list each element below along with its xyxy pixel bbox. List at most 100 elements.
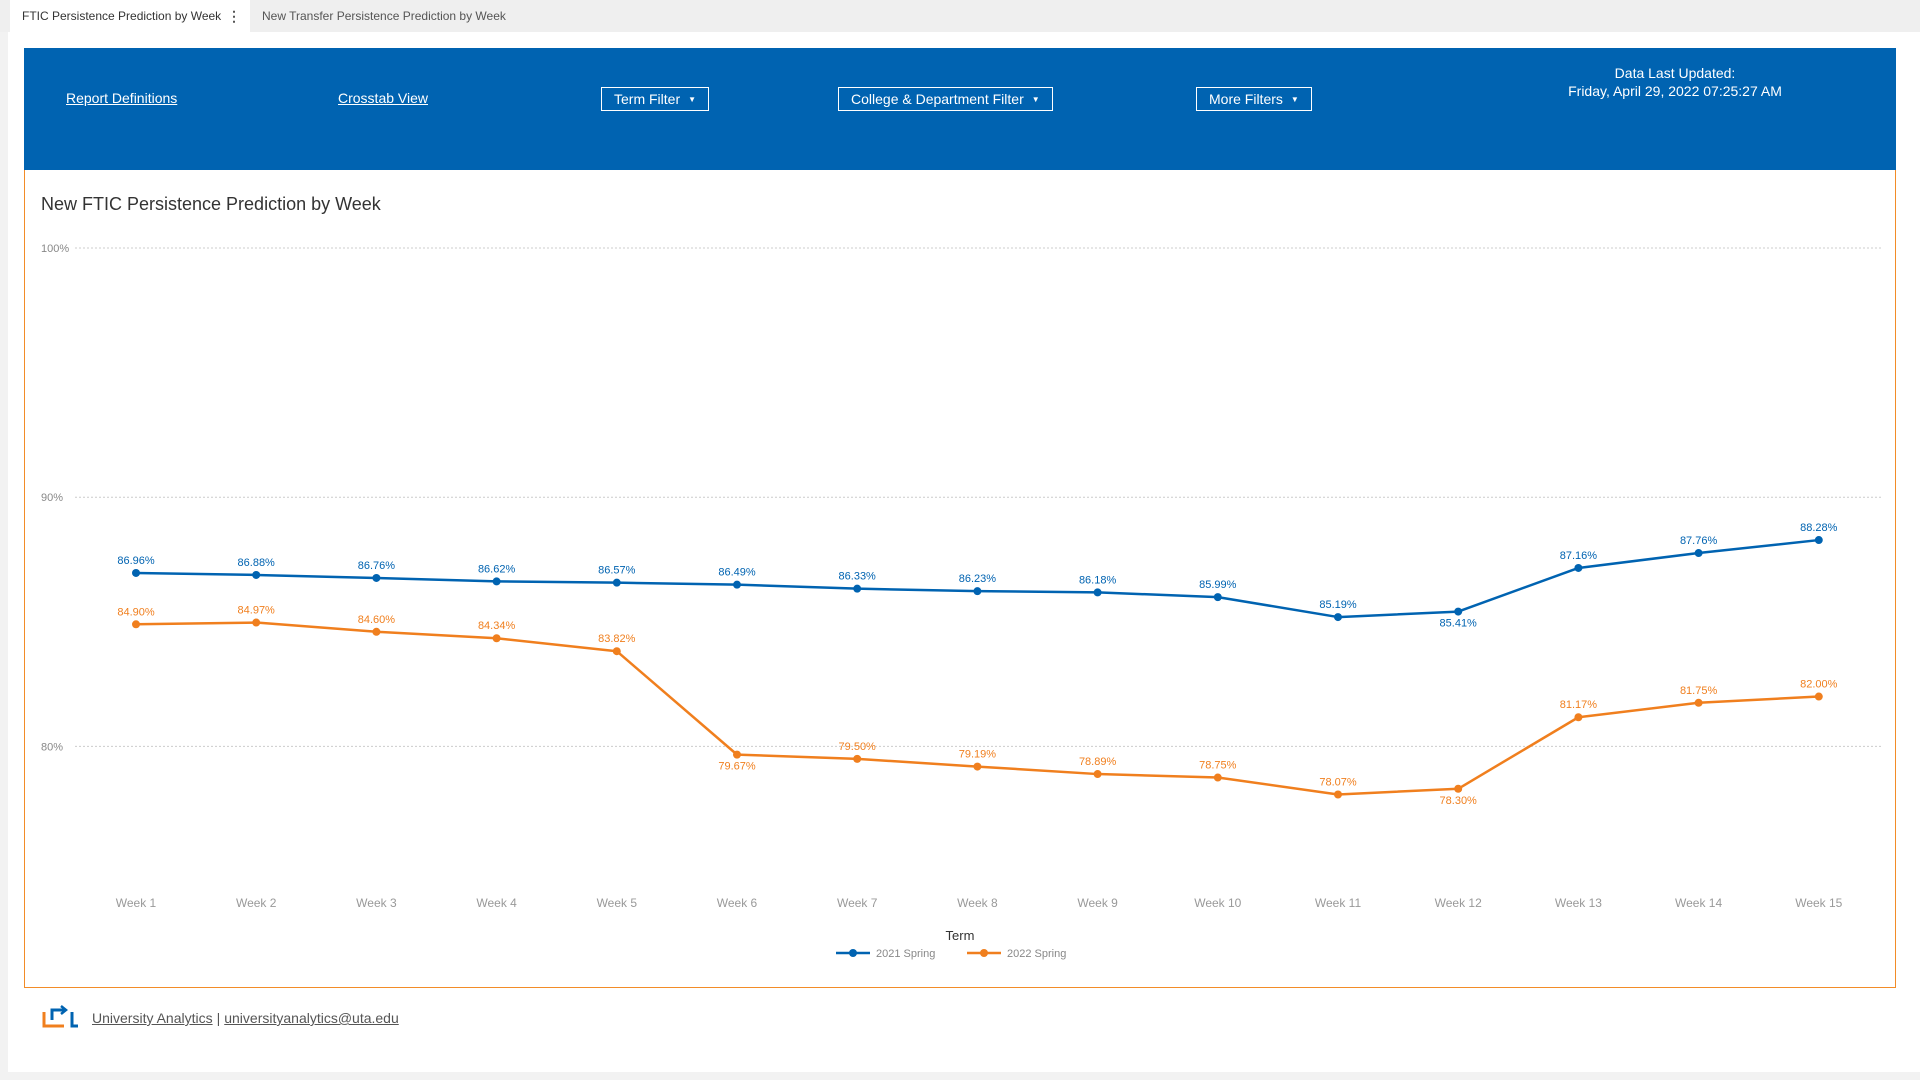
data-point — [1334, 613, 1342, 622]
tab-menu-icon[interactable]: ⋮ — [227, 8, 241, 24]
data-label: 87.16% — [1560, 550, 1598, 562]
data-point — [1093, 588, 1102, 597]
data-label: 84.90% — [117, 606, 155, 618]
data-point — [252, 570, 261, 579]
x-tick-label: Week 14 — [1675, 896, 1722, 910]
university-analytics-logo-icon — [42, 1005, 78, 1028]
data-label: 85.41% — [1440, 618, 1478, 630]
tab-label: FTIC Persistence Prediction by Week — [22, 9, 222, 23]
caret-down-icon: ▼ — [688, 95, 697, 105]
data-label: 81.75% — [1680, 685, 1718, 697]
caret-down-icon: ▼ — [1031, 95, 1040, 105]
data-label: 79.67% — [718, 761, 756, 773]
data-point — [1814, 692, 1823, 701]
data-label: 87.76% — [1680, 535, 1718, 547]
data-label: 85.99% — [1199, 579, 1237, 591]
legend-swatch-marker — [849, 949, 857, 957]
data-label: 79.19% — [959, 749, 997, 761]
data-label: 86.88% — [238, 557, 276, 569]
data-label: 86.18% — [1079, 574, 1117, 586]
data-point — [1574, 563, 1583, 572]
data-label: 86.49% — [718, 567, 756, 579]
crosstab-view-link[interactable]: Crosstab View — [338, 90, 429, 106]
data-label: 86.76% — [358, 560, 396, 572]
x-tick-label: Week 2 — [236, 896, 277, 910]
legend-title: Term — [946, 928, 975, 943]
x-tick-label: Week 4 — [476, 896, 517, 910]
data-point — [1213, 773, 1222, 782]
x-tick-label: Week 3 — [356, 896, 397, 910]
legend-label: 2021 Spring — [876, 948, 935, 960]
data-point — [132, 568, 140, 577]
data-label: 86.57% — [598, 565, 636, 577]
tab-ftic-persistence[interactable]: FTIC Persistence Prediction by Week — [10, 0, 250, 32]
email-link[interactable]: universityanalytics@uta.edu — [224, 1010, 399, 1026]
data-label: 84.60% — [358, 614, 396, 626]
data-point — [1093, 770, 1102, 779]
chart-title: New FTIC Persistence Prediction by Week — [41, 194, 381, 214]
caret-down-icon: ▼ — [1290, 95, 1299, 105]
data-point — [973, 762, 982, 771]
x-tick-label: Week 8 — [957, 896, 998, 910]
line-chart: 100% 90% 80% Week 1 Week 2 Week 3 Week 4 Week 5… — [41, 243, 1881, 960]
data-label: 83.82% — [598, 633, 636, 645]
x-tick-label: Week 9 — [1077, 896, 1118, 910]
term-filter-button[interactable]: Term Filter ▼ — [601, 87, 710, 111]
tab-label: New Transfer Persistence Prediction by W… — [262, 9, 506, 23]
data-point — [973, 587, 982, 596]
data-point — [733, 580, 741, 589]
dashboard-header: Report Definitions Crosstab View Term Fi… — [24, 48, 1896, 170]
x-tick-label: Week 13 — [1555, 896, 1602, 910]
x-tick-label: Week 1 — [116, 896, 157, 910]
data-point — [492, 634, 501, 643]
data-label: 78.75% — [1199, 760, 1237, 772]
data-point — [733, 750, 741, 759]
data-point — [853, 584, 862, 593]
data-point — [1213, 593, 1222, 602]
x-tick-label: Week 15 — [1795, 896, 1842, 910]
data-point — [1814, 536, 1823, 545]
x-tick-label: Week 11 — [1315, 896, 1362, 910]
data-label: 86.62% — [478, 563, 516, 575]
data-label: 85.19% — [1319, 599, 1357, 611]
data-label: 79.50% — [839, 741, 877, 753]
more-filters-button[interactable]: More Filters ▼ — [1196, 87, 1312, 111]
tab-bar: FTIC Persistence Prediction by Week ⋮ Ne… — [0, 0, 1920, 32]
footer: University Analytics | universityanalyti… — [40, 1004, 399, 1032]
x-tick-label: Week 7 — [837, 896, 878, 910]
data-label: 86.33% — [839, 571, 877, 583]
data-label: 84.34% — [478, 620, 516, 632]
college-department-filter-button[interactable]: College & Department Filter ▼ — [838, 87, 1053, 111]
data-label: 78.89% — [1079, 756, 1117, 768]
data-point — [1334, 790, 1342, 799]
data-point — [853, 754, 862, 763]
tab-transfer-persistence[interactable]: New Transfer Persistence Prediction by W… — [262, 0, 506, 32]
data-label: 88.28% — [1800, 522, 1838, 534]
data-point — [1574, 713, 1583, 722]
term-filter-label: Term Filter — [614, 91, 681, 107]
updated-value: Friday, April 29, 2022 07:25:27 AM — [1568, 83, 1782, 99]
data-point — [372, 573, 381, 582]
data-point — [252, 618, 261, 627]
data-point — [1454, 784, 1463, 793]
legend-label: 2022 Spring — [1007, 948, 1066, 960]
data-label: 78.07% — [1319, 776, 1357, 788]
report-definitions-link[interactable]: Report Definitions — [66, 90, 178, 106]
updated-label: Data Last Updated: — [1614, 65, 1736, 81]
data-point — [492, 577, 501, 586]
university-analytics-link[interactable]: University Analytics — [92, 1010, 213, 1026]
chart-container: New FTIC Persistence Prediction by Week … — [24, 170, 1896, 988]
data-point — [1694, 698, 1703, 707]
legend-swatch-marker — [980, 949, 988, 957]
y-tick-label: 80% — [41, 741, 63, 753]
data-point — [132, 620, 140, 629]
x-tick-label: Week 6 — [717, 896, 758, 910]
footer-separator: | — [216, 1010, 221, 1026]
data-label: 86.96% — [117, 555, 155, 567]
data-point — [1694, 549, 1703, 558]
y-tick-label: 100% — [41, 243, 69, 255]
y-tick-label: 90% — [41, 492, 63, 504]
x-tick-label: Week 12 — [1435, 896, 1482, 910]
data-point — [1454, 607, 1463, 616]
data-label: 82.00% — [1800, 679, 1838, 691]
